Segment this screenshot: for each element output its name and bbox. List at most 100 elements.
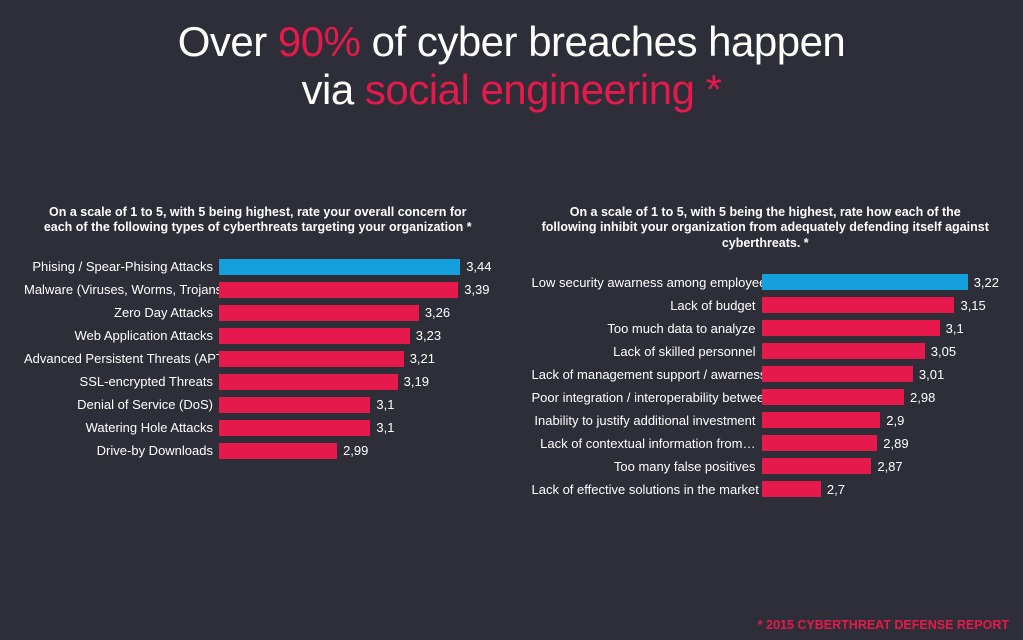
chart-row-value: 3,23 xyxy=(410,328,441,343)
chart-row-bar-area: 3,1 xyxy=(219,394,492,416)
chart-row-bar-area: 3,23 xyxy=(219,325,492,347)
chart-row-value: 3,21 xyxy=(404,351,435,366)
chart-row-value: 3,15 xyxy=(954,298,985,313)
chart-row-bar-area: 3,01 xyxy=(762,363,1000,385)
chart-bar xyxy=(762,297,955,313)
chart-row: Lack of contextual information from… 2,89 xyxy=(532,432,1000,454)
chart-bar xyxy=(762,320,940,336)
chart-row-label: Drive-by Downloads xyxy=(24,443,219,458)
chart-row: Lack of budget 3,15 xyxy=(532,294,1000,316)
chart-row: Zero Day Attacks 3,26 xyxy=(24,302,492,324)
chart-row-bar-area: 3,15 xyxy=(762,294,1000,316)
chart-row: Lack of effective solutions in the marke… xyxy=(532,478,1000,500)
headline-part: via xyxy=(302,66,365,113)
chart-row-value: 3,1 xyxy=(370,420,394,435)
chart-row-bar-area: 2,98 xyxy=(762,386,1000,408)
chart-row-label: Lack of effective solutions in the marke… xyxy=(532,482,762,497)
chart-row-value: 3,19 xyxy=(398,374,429,389)
chart-row-label: Denial of Service (DoS) xyxy=(24,397,219,412)
chart-row-label: Poor integration / interoperability betw… xyxy=(532,390,762,405)
chart-bar xyxy=(762,274,968,290)
headline: Over 90% of cyber breaches happenvia soc… xyxy=(0,0,1023,115)
chart-row-bar-area: 3,21 xyxy=(219,348,492,370)
right-chart-rows: Low security awarness among employees 3,2… xyxy=(532,271,1000,500)
headline-part: of cyber breaches happen xyxy=(360,18,845,65)
chart-row-bar-area: 2,9 xyxy=(762,409,1000,431)
chart-row: Advanced Persistent Threats (APTs)3,21 xyxy=(24,348,492,370)
chart-row: Lack of skilled personnel 3,05 xyxy=(532,340,1000,362)
chart-row-label: SSL-encrypted Threats xyxy=(24,374,219,389)
chart-row: Too many false positives 2,87 xyxy=(532,455,1000,477)
chart-bar xyxy=(219,259,460,275)
chart-row-value: 3,05 xyxy=(925,344,956,359)
chart-row-value: 3,39 xyxy=(458,282,489,297)
chart-row-bar-area: 3,1 xyxy=(219,417,492,439)
chart-bar xyxy=(219,351,404,367)
right-chart: On a scale of 1 to 5, with 5 being the h… xyxy=(532,205,1000,501)
chart-row: Poor integration / interoperability betw… xyxy=(532,386,1000,408)
headline-part: Over xyxy=(178,18,278,65)
chart-row-label: Lack of skilled personnel xyxy=(532,344,762,359)
chart-row-bar-area: 2,99 xyxy=(219,440,492,462)
chart-row-value: 3,01 xyxy=(913,367,944,382)
chart-row-bar-area: 3,19 xyxy=(219,371,492,393)
chart-bar xyxy=(219,374,398,390)
chart-row-label: Watering Hole Attacks xyxy=(24,420,219,435)
chart-bar xyxy=(762,366,913,382)
chart-bar xyxy=(762,435,878,451)
chart-row: Too much data to analyze3,1 xyxy=(532,317,1000,339)
chart-bar xyxy=(219,443,337,459)
chart-row-bar-area: 2,87 xyxy=(762,455,1000,477)
chart-row-value: 2,99 xyxy=(337,443,368,458)
chart-row-value: 3,22 xyxy=(968,275,999,290)
chart-bar xyxy=(219,282,458,298)
chart-row-value: 2,9 xyxy=(880,413,904,428)
chart-row-value: 2,87 xyxy=(871,459,902,474)
chart-row-label: Malware (Viruses, Worms, Trojans) xyxy=(24,282,219,297)
left-chart-rows: Phising / Spear-Phising Attacks 3,44 Malwa… xyxy=(24,256,492,462)
chart-row-bar-area: 2,7 xyxy=(762,478,1000,500)
chart-row-label: Zero Day Attacks xyxy=(24,305,219,320)
chart-bar xyxy=(219,420,370,436)
source-citation: * 2015 CYBERTHREAT DEFENSE REPORT xyxy=(758,618,1009,632)
chart-bar xyxy=(219,328,410,344)
chart-row-value: 2,98 xyxy=(904,390,935,405)
chart-row-label: Lack of contextual information from… xyxy=(532,436,762,451)
chart-row-label: Web Application Attacks xyxy=(24,328,219,343)
chart-row: Lack of management support / awarness 3,0… xyxy=(532,363,1000,385)
chart-row-label: Lack of management support / awarness xyxy=(532,367,762,382)
chart-bar xyxy=(762,343,925,359)
left-chart: On a scale of 1 to 5, with 5 being highe… xyxy=(24,205,492,501)
chart-row-bar-area: 2,89 xyxy=(762,432,1000,454)
chart-bar xyxy=(762,458,872,474)
chart-bar xyxy=(762,412,881,428)
chart-row: Drive-by Downloads 2,99 xyxy=(24,440,492,462)
chart-row-label: Too many false positives xyxy=(532,459,762,474)
chart-row: Phising / Spear-Phising Attacks 3,44 xyxy=(24,256,492,278)
chart-row: Watering Hole Attacks 3,1 xyxy=(24,417,492,439)
chart-row-value: 2,89 xyxy=(877,436,908,451)
chart-row: Low security awarness among employees 3,2… xyxy=(532,271,1000,293)
chart-row-bar-area: 3,26 xyxy=(219,302,492,324)
chart-row-label: Inability to justify additional investme… xyxy=(532,413,762,428)
chart-row-label: Low security awarness among employees xyxy=(532,275,762,290)
chart-bar xyxy=(219,305,419,321)
headline-part: social engineering * xyxy=(365,66,722,113)
chart-row-bar-area: 3,44 xyxy=(219,256,492,278)
chart-row-bar-area: 3,39 xyxy=(219,279,492,301)
chart-row: Malware (Viruses, Worms, Trojans) 3,39 xyxy=(24,279,492,301)
chart-row: SSL-encrypted Threats 3,19 xyxy=(24,371,492,393)
chart-row-label: Phising / Spear-Phising Attacks xyxy=(24,259,219,274)
chart-row-label: Lack of budget xyxy=(532,298,762,313)
chart-row-bar-area: 3,05 xyxy=(762,340,1000,362)
chart-row-bar-area: 3,22 xyxy=(762,271,1000,293)
chart-bar xyxy=(219,397,370,413)
chart-row-value: 3,26 xyxy=(419,305,450,320)
left-chart-caption: On a scale of 1 to 5, with 5 being highe… xyxy=(24,205,492,236)
chart-row: Inability to justify additional investme… xyxy=(532,409,1000,431)
chart-row-value: 3,1 xyxy=(370,397,394,412)
chart-row-value: 3,44 xyxy=(460,259,491,274)
right-chart-caption: On a scale of 1 to 5, with 5 being the h… xyxy=(532,205,1000,252)
chart-bar xyxy=(762,389,905,405)
chart-row-value: 2,7 xyxy=(821,482,845,497)
